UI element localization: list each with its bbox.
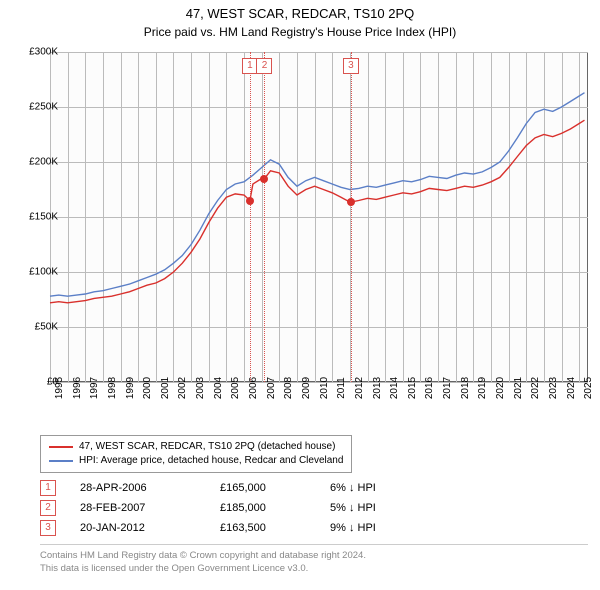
x-axis-tick-label: 2016 — [424, 377, 435, 399]
legend-swatch-property — [49, 446, 73, 448]
footer-line2: This data is licensed under the Open Gov… — [40, 563, 308, 574]
x-axis-tick-label: 2022 — [530, 377, 541, 399]
transaction-hpi-delta: 9% ↓ HPI — [330, 522, 430, 534]
plot-area: 12 3 — [50, 52, 588, 382]
table-row: 2 28-FEB-2007 £185,000 5% ↓ HPI — [40, 498, 430, 518]
legend-swatch-hpi — [49, 460, 73, 462]
transaction-date: 28-APR-2006 — [80, 482, 220, 494]
legend-label-hpi: HPI: Average price, detached house, Redc… — [79, 454, 343, 468]
x-axis-tick-label: 2004 — [213, 377, 224, 399]
table-row: 3 20-JAN-2012 £163,500 9% ↓ HPI — [40, 518, 430, 538]
x-axis-tick-label: 2023 — [548, 377, 559, 399]
x-axis-tick-label: 2008 — [283, 377, 294, 399]
x-axis-tick-label: 2010 — [319, 377, 330, 399]
x-axis-tick-label: 2009 — [301, 377, 312, 399]
y-axis-tick-label: £150K — [29, 212, 58, 223]
marker-label-box: 2 — [256, 58, 272, 74]
chart-subtitle: Price paid vs. HM Land Registry's House … — [0, 21, 600, 39]
y-axis-tick-label: £100K — [29, 267, 58, 278]
x-axis-tick-label: 2006 — [248, 377, 259, 399]
x-axis-tick-label: 2014 — [389, 377, 400, 399]
x-axis-tick-label: 2021 — [513, 377, 524, 399]
marker-point-dot — [246, 197, 254, 205]
x-axis-tick-label: 2013 — [372, 377, 383, 399]
series-line-property — [50, 120, 585, 303]
x-axis-tick-label: 2024 — [566, 377, 577, 399]
table-row: 1 28-APR-2006 £165,000 6% ↓ HPI — [40, 478, 430, 498]
x-axis-tick-label: 2011 — [336, 377, 347, 399]
marker-vertical-line — [264, 52, 265, 382]
transaction-date: 28-FEB-2007 — [80, 502, 220, 514]
x-axis-tick-label: 2005 — [230, 377, 241, 399]
y-axis-tick-label: £50K — [35, 322, 58, 333]
marker-vertical-line — [250, 52, 251, 382]
marker-point-dot — [260, 175, 268, 183]
transactions-table: 1 28-APR-2006 £165,000 6% ↓ HPI 2 28-FEB… — [40, 478, 430, 538]
y-axis-tick-label: £200K — [29, 157, 58, 168]
x-axis-tick-label: 1999 — [125, 377, 136, 399]
legend-box: 47, WEST SCAR, REDCAR, TS10 2PQ (detache… — [40, 435, 352, 473]
x-axis-tick-label: 2017 — [442, 377, 453, 399]
line-series-svg — [50, 52, 588, 382]
y-axis-tick-label: £300K — [29, 47, 58, 58]
footer-line1: Contains HM Land Registry data © Crown c… — [40, 550, 366, 561]
x-axis-tick-label: 1998 — [107, 377, 118, 399]
x-axis-tick-label: 2019 — [477, 377, 488, 399]
transaction-hpi-delta: 6% ↓ HPI — [330, 482, 430, 494]
x-axis-tick-label: 1996 — [72, 377, 83, 399]
series-line-hpi — [50, 93, 585, 297]
transaction-hpi-delta: 5% ↓ HPI — [330, 502, 430, 514]
transaction-date: 20-JAN-2012 — [80, 522, 220, 534]
marker-label-box: 3 — [343, 58, 359, 74]
x-axis-tick-label: 1995 — [54, 377, 65, 399]
footer-attribution: Contains HM Land Registry data © Crown c… — [40, 544, 588, 575]
marker-label-box: 1 — [242, 58, 258, 74]
transaction-marker-3: 3 — [40, 520, 56, 536]
x-axis-tick-label: 2001 — [160, 377, 171, 399]
marker-vertical-line — [351, 52, 352, 382]
legend-label-property: 47, WEST SCAR, REDCAR, TS10 2PQ (detache… — [79, 440, 335, 454]
x-axis-tick-label: 2000 — [142, 377, 153, 399]
x-axis-tick-label: 2018 — [460, 377, 471, 399]
y-axis-tick-label: £250K — [29, 102, 58, 113]
transaction-price: £185,000 — [220, 502, 330, 514]
legend-item-property: 47, WEST SCAR, REDCAR, TS10 2PQ (detache… — [49, 440, 343, 454]
transaction-marker-2: 2 — [40, 500, 56, 516]
x-axis-tick-label: 2002 — [177, 377, 188, 399]
chart-container: 47, WEST SCAR, REDCAR, TS10 2PQ Price pa… — [0, 0, 600, 590]
legend-item-hpi: HPI: Average price, detached house, Redc… — [49, 454, 343, 468]
x-axis-tick-label: 2007 — [266, 377, 277, 399]
x-axis-tick-label: 2025 — [583, 377, 594, 399]
marker-point-dot — [347, 198, 355, 206]
x-axis-tick-label: 1997 — [89, 377, 100, 399]
transaction-price: £163,500 — [220, 522, 330, 534]
x-axis-tick-label: 2012 — [354, 377, 365, 399]
x-axis-tick-label: 2003 — [195, 377, 206, 399]
transaction-marker-1: 1 — [40, 480, 56, 496]
x-axis-tick-label: 2015 — [407, 377, 418, 399]
x-axis-tick-label: 2020 — [495, 377, 506, 399]
chart-title: 47, WEST SCAR, REDCAR, TS10 2PQ — [0, 0, 600, 21]
transaction-price: £165,000 — [220, 482, 330, 494]
